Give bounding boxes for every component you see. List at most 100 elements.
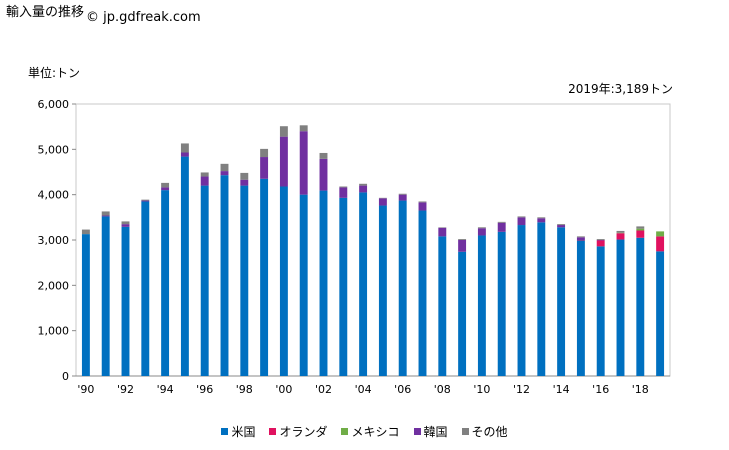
- bar-segment-1997-series-4: [220, 163, 229, 172]
- bar-segment-1999-series-4: [260, 148, 269, 158]
- bar-segment-2004-series-3: [359, 185, 368, 193]
- bar-segment-2018-series-2: [636, 228, 645, 231]
- bar-segment-2012-series-4: [517, 216, 526, 218]
- x-tick-label: '10: [473, 383, 490, 396]
- bar-segment-1992-series-0: [121, 226, 130, 376]
- bar-segment-1995-series-0: [180, 156, 189, 376]
- legend-label: その他: [471, 425, 508, 439]
- latest-value-note: 2019年:3,189トン: [568, 82, 673, 96]
- bar-segment-1990-series-4: [81, 229, 90, 235]
- legend-swatch: [413, 428, 421, 435]
- bar-segment-1990-series-0: [81, 234, 90, 376]
- legend-item: 韓国: [413, 423, 448, 440]
- bar-segment-2012-series-0: [517, 225, 526, 376]
- bar-segment-2011-series-3: [497, 222, 506, 232]
- bar-segment-2007-series-0: [418, 210, 427, 376]
- bar-segment-2007-series-3: [418, 202, 427, 211]
- y-tick-label: 6,000: [38, 98, 70, 111]
- bar-segment-2019-series-2: [656, 231, 665, 237]
- bar-segment-2013-series-0: [537, 222, 546, 376]
- bar-segment-2003-series-3: [339, 187, 348, 198]
- bar-segment-2004-series-0: [359, 192, 368, 376]
- x-tick-label: '08: [434, 383, 451, 396]
- bar-segment-1998-series-4: [240, 172, 249, 180]
- bar-segment-2016-series-0: [596, 246, 605, 376]
- x-tick-label: '16: [592, 383, 609, 396]
- legend-label: メキシコ: [351, 425, 400, 439]
- bar-segment-2009-series-0: [458, 251, 467, 376]
- bar-segment-2015-series-4: [576, 236, 585, 238]
- y-tick-label: 3,000: [38, 234, 70, 247]
- x-tick-label: '90: [77, 383, 94, 396]
- bar-segment-2005-series-3: [378, 198, 387, 206]
- bar-segment-1991-series-0: [101, 216, 110, 376]
- x-tick-label: '12: [513, 383, 530, 396]
- x-tick-label: '18: [632, 383, 649, 396]
- bar-segment-1992-series-4: [121, 221, 130, 225]
- legend-label: 米国: [231, 425, 256, 439]
- bar-segment-2009-series-4: [458, 239, 467, 240]
- bar-segment-1994-series-3: [161, 187, 170, 191]
- bar-segment-2001-series-4: [299, 125, 308, 132]
- bar-segment-1996-series-4: [200, 172, 209, 177]
- bar-segment-2013-series-3: [537, 218, 546, 223]
- bar-segment-2012-series-3: [517, 217, 526, 226]
- legend: 米国 オランダ メキシコ 韓国 その他: [0, 423, 729, 440]
- x-tick-label: '94: [157, 383, 174, 396]
- plot-area: [75, 103, 671, 377]
- bar-segment-2017-series-4: [616, 230, 625, 233]
- bars: [81, 125, 665, 376]
- bar-segment-1994-series-0: [161, 190, 170, 376]
- bar-segment-2009-series-3: [458, 240, 467, 252]
- y-tick-label: 5,000: [38, 143, 70, 156]
- bar-segment-1993-series-3: [141, 200, 150, 202]
- bar-segment-2002-series-4: [319, 152, 328, 159]
- bar-segment-2015-series-0: [576, 240, 585, 376]
- bar-segment-1998-series-3: [240, 179, 249, 186]
- bar-segment-2018-series-1: [636, 230, 645, 238]
- bar-segment-2017-series-0: [616, 239, 625, 376]
- legend-item: その他: [461, 423, 508, 440]
- bar-segment-2010-series-4: [477, 227, 486, 229]
- bar-segment-2010-series-3: [477, 228, 486, 236]
- legend-item: メキシコ: [341, 423, 400, 440]
- bar-segment-2018-series-0: [636, 237, 645, 376]
- bar-segment-2003-series-4: [339, 186, 348, 188]
- bar-segment-2006-series-0: [398, 200, 407, 376]
- page-title: 輸入量の推移: [6, 5, 85, 20]
- bar-segment-1999-series-0: [260, 178, 269, 376]
- bar-segment-2001-series-3: [299, 131, 308, 195]
- bar-segment-2006-series-4: [398, 193, 407, 195]
- bar-segment-1995-series-4: [180, 143, 189, 153]
- legend-swatch: [221, 428, 229, 435]
- x-tick-label: '00: [275, 383, 292, 396]
- bar-segment-1997-series-3: [220, 171, 229, 176]
- bar-segment-2004-series-4: [359, 183, 368, 186]
- y-tick-label: 0: [62, 370, 69, 383]
- bar-segment-2011-series-4: [497, 221, 506, 223]
- legend-swatch: [269, 428, 277, 435]
- y-tick-label: 4,000: [38, 189, 70, 202]
- bar-segment-2007-series-4: [418, 201, 427, 203]
- bar-segment-2008-series-3: [438, 227, 447, 237]
- bar-segment-1996-series-3: [200, 176, 209, 186]
- bar-segment-1993-series-0: [141, 201, 150, 376]
- bar-segment-1998-series-0: [240, 185, 249, 376]
- bar-segment-1993-series-4: [141, 199, 150, 201]
- bar-segment-2000-series-0: [279, 186, 288, 376]
- bar-segment-1996-series-0: [200, 185, 209, 376]
- x-tick-label: '04: [355, 383, 372, 396]
- bar-segment-2016-series-1: [596, 240, 605, 247]
- bar-segment-2010-series-0: [477, 235, 486, 376]
- bar-segment-2019-series-0: [656, 251, 665, 376]
- bar-segment-1991-series-3: [101, 215, 110, 217]
- bar-segment-1991-series-4: [101, 211, 110, 216]
- bar-segment-1997-series-0: [220, 175, 229, 376]
- bar-segment-2019-series-1: [656, 236, 665, 252]
- bar-segment-2016-series-4: [596, 239, 605, 240]
- watermark: © jp.gdfreak.com: [86, 10, 201, 25]
- bar-segment-2014-series-0: [557, 227, 566, 376]
- legend-swatch: [341, 428, 349, 435]
- bar-segment-2015-series-3: [576, 237, 585, 240]
